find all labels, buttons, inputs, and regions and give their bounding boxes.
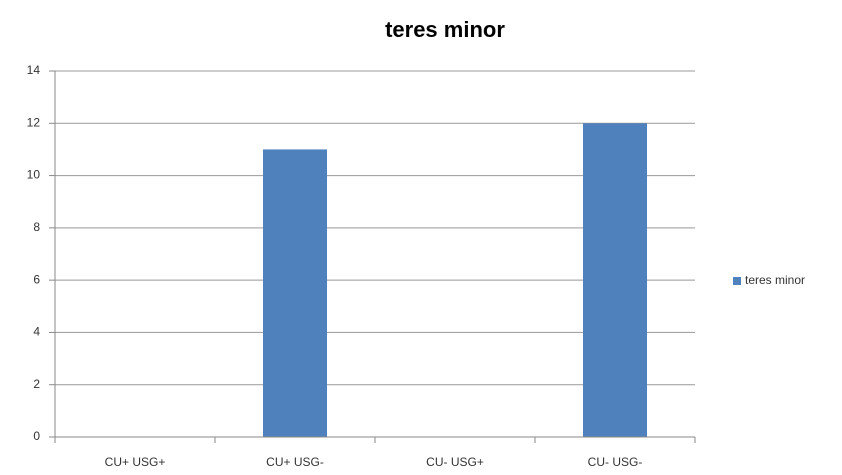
y-tick-label: 8	[33, 220, 40, 234]
y-tick-label: 6	[33, 272, 40, 286]
y-tick-label: 14	[27, 63, 41, 77]
legend-label: teres minor	[745, 273, 805, 287]
legend-swatch	[733, 277, 741, 285]
y-tick-label: 4	[33, 325, 40, 339]
y-tick-label: 10	[27, 168, 41, 182]
bar	[583, 123, 647, 438]
bar	[263, 149, 327, 437]
y-tick-label: 0	[33, 429, 40, 443]
chart-title: teres minor	[385, 17, 505, 42]
x-tick-label: CU- USG-	[588, 455, 643, 469]
x-tick-label: CU+ USG-	[266, 455, 324, 469]
y-tick-label: 2	[33, 377, 40, 391]
y-tick-label: 12	[27, 115, 41, 129]
x-tick-label: CU+ USG+	[105, 455, 166, 469]
x-tick-label: CU- USG+	[426, 455, 484, 469]
